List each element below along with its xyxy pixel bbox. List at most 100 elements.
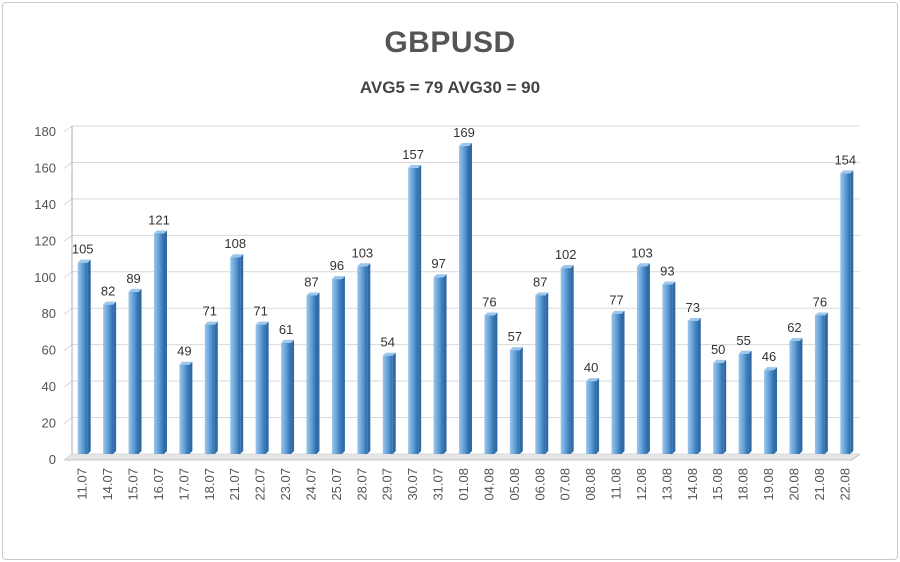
bar-side <box>392 352 396 454</box>
bar <box>153 233 164 454</box>
x-tick-label: 11.08 <box>609 468 624 500</box>
x-tick-label: 14.07 <box>100 468 115 501</box>
data-label: 96 <box>330 258 344 273</box>
data-label: 54 <box>381 335 395 350</box>
gridline-side <box>63 380 73 388</box>
bar <box>509 350 520 454</box>
x-tick-label: 22.08 <box>837 468 852 501</box>
data-label: 71 <box>203 304 217 319</box>
bar-side <box>824 312 828 454</box>
bar-side <box>265 321 269 454</box>
x-tick-label: 16.07 <box>151 468 166 501</box>
x-tick-label: 23.07 <box>278 468 293 501</box>
bar <box>560 268 571 454</box>
gridline-side <box>63 307 73 315</box>
bar-top <box>382 352 396 356</box>
bar-top <box>789 338 803 342</box>
bar-side <box>87 259 91 454</box>
x-tick-label: 19.08 <box>761 468 776 501</box>
bar-top <box>103 301 117 305</box>
gridline-side <box>63 417 73 424</box>
bar-side <box>240 254 244 454</box>
data-label: 121 <box>148 213 170 228</box>
bar-top <box>560 265 574 269</box>
bar <box>103 304 114 454</box>
bar <box>382 355 393 454</box>
bar <box>408 167 419 454</box>
data-label: 97 <box>431 256 445 271</box>
bar-top <box>484 312 498 316</box>
bar-side <box>469 143 472 455</box>
bar <box>433 277 444 454</box>
bar-side <box>672 281 676 454</box>
bar-top <box>230 254 244 258</box>
gridline-side <box>63 344 73 352</box>
bar-top <box>128 288 142 292</box>
bar-top <box>840 170 854 174</box>
bar <box>764 370 775 454</box>
bar <box>306 295 317 454</box>
data-label: 76 <box>482 295 496 310</box>
bar-top <box>255 321 269 325</box>
bar <box>738 353 749 454</box>
chart-title: GBPUSD <box>384 26 516 59</box>
bar-side <box>596 378 600 454</box>
bar <box>230 257 241 454</box>
bar-top <box>204 321 218 325</box>
bar-top <box>408 164 422 168</box>
x-tick-label: 15.07 <box>126 468 141 501</box>
bar-side <box>163 230 167 454</box>
bar-side <box>418 164 422 454</box>
data-label: 40 <box>584 360 598 375</box>
data-label: 82 <box>101 284 115 299</box>
bar <box>687 320 698 454</box>
bar-top <box>636 263 650 267</box>
bar-side <box>519 347 523 454</box>
data-label: 89 <box>126 271 140 286</box>
y-tick-label: 140 <box>34 197 56 212</box>
x-tick-label: 04.08 <box>481 468 496 501</box>
x-tick-label: 29.07 <box>380 468 395 501</box>
y-tick-label: 180 <box>34 124 56 139</box>
bar-top <box>814 312 828 316</box>
bar-side <box>774 367 778 454</box>
x-tick-label: 18.07 <box>202 468 217 501</box>
data-label: 73 <box>686 300 700 315</box>
bar <box>331 279 342 454</box>
bar-side <box>723 359 727 454</box>
bar <box>128 291 139 454</box>
bar-top <box>535 292 549 296</box>
bar <box>611 313 622 454</box>
bar-top <box>662 281 676 285</box>
bar-top <box>738 350 752 354</box>
bar-side <box>367 263 371 454</box>
x-tick-label: 22.07 <box>253 468 268 501</box>
x-tick-label: 07.08 <box>558 468 573 501</box>
x-tick-label: 01.08 <box>456 468 471 501</box>
gridline-side <box>63 453 73 461</box>
data-label: 103 <box>351 245 373 260</box>
x-tick-label: 18.08 <box>736 468 751 501</box>
gridline-side <box>63 198 73 206</box>
data-label: 57 <box>508 329 522 344</box>
data-label: 50 <box>711 342 725 357</box>
bar <box>789 341 800 454</box>
chart-floor <box>63 453 861 461</box>
y-tick-label: 160 <box>34 160 56 175</box>
x-tick-label: 08.08 <box>583 468 598 501</box>
x-tick-label: 24.07 <box>303 468 318 501</box>
bar-side <box>316 292 320 454</box>
bar-top <box>306 292 320 296</box>
bar-top <box>687 317 701 321</box>
x-tick-label: 11.07 <box>75 468 90 500</box>
bar-side <box>494 312 498 454</box>
gridline-side <box>63 125 73 133</box>
bar <box>204 324 215 454</box>
bar-side <box>850 170 854 454</box>
bar-top <box>509 347 523 351</box>
x-tick-label: 14.08 <box>685 468 700 501</box>
x-tick-label: 12.08 <box>634 468 649 501</box>
bar-top <box>331 276 345 280</box>
data-label: 154 <box>834 152 856 167</box>
x-tick-label: 17.07 <box>176 468 191 501</box>
